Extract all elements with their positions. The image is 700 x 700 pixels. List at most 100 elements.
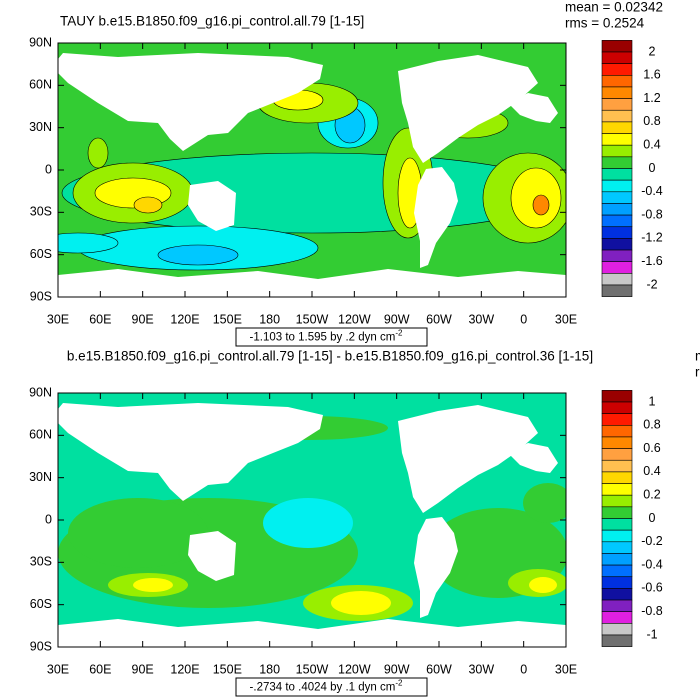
land-mask xyxy=(508,443,558,473)
colorbar-box xyxy=(601,448,633,461)
contour-region xyxy=(532,194,550,216)
colorbar-box xyxy=(601,168,633,181)
colorbar-box xyxy=(601,564,633,578)
colorbar-label: 0.4 xyxy=(643,464,660,478)
contour-region xyxy=(523,483,566,523)
contour-region xyxy=(331,591,391,615)
colorbar-box xyxy=(601,401,633,414)
subtitle-exponent: -2 xyxy=(395,329,403,338)
colorbar-label: -0.8 xyxy=(641,604,663,618)
colorbar-label: -2 xyxy=(646,277,657,291)
lat-label: 30S xyxy=(30,205,52,219)
colorbar-label: 0 xyxy=(649,161,656,175)
colorbar-box xyxy=(601,553,633,566)
colorbar-label: -0.4 xyxy=(641,184,663,198)
lon-label: 150E xyxy=(213,662,242,676)
lon-label: 150E xyxy=(213,312,242,326)
lat-label: 90N xyxy=(29,385,52,399)
mean-label: mean = 0.02342 xyxy=(565,0,663,15)
colorbar-box xyxy=(601,483,633,496)
subtitle: -.2734 to .4024 by .1 dyn cm-2 xyxy=(250,679,403,694)
colorbar-box xyxy=(601,576,633,589)
colorbar-label: 1.6 xyxy=(643,68,660,82)
colorbar-box xyxy=(601,390,633,403)
lon-label: 60E xyxy=(89,312,111,326)
lat-label: 90N xyxy=(29,35,52,49)
contour-field xyxy=(58,43,566,297)
colorbar-box xyxy=(601,40,633,53)
colorbar-label: -1 xyxy=(646,627,657,641)
colorbar-box xyxy=(601,144,633,158)
lat-label: 60N xyxy=(29,78,52,92)
lon-label: 180 xyxy=(259,312,280,326)
colorbar-label: 2 xyxy=(649,44,656,58)
colorbar-label: 0 xyxy=(649,511,656,525)
field xyxy=(58,393,566,647)
lat-label: 30N xyxy=(29,120,52,134)
land-mask xyxy=(58,53,323,151)
subtitle-exponent: -2 xyxy=(395,679,403,688)
contour-region xyxy=(263,498,353,548)
colorbar-box xyxy=(601,541,633,554)
contour-region xyxy=(157,244,239,266)
colorbar-label: -0.8 xyxy=(641,207,663,221)
colorbar-box xyxy=(601,191,633,204)
land-mask xyxy=(398,405,538,513)
colorbar-box xyxy=(601,156,633,169)
colorbar-label: -1.6 xyxy=(641,254,663,268)
colorbar-box xyxy=(601,436,633,449)
rms-label: rms = 0.2524 xyxy=(565,16,645,31)
colorbar-label: -1.2 xyxy=(641,231,663,245)
subtitle-text: -1.103 to 1.595 by .2 dyn cm xyxy=(250,332,396,344)
colorbar-box xyxy=(601,249,633,263)
subtitle: -1.103 to 1.595 by .2 dyn cm-2 xyxy=(250,329,403,344)
lat-label: 60N xyxy=(29,428,52,442)
colorbar-box xyxy=(601,214,633,228)
colorbar-box xyxy=(601,518,633,531)
land-mask xyxy=(398,55,538,163)
lon-label: 120E xyxy=(170,662,199,676)
colorbar-label: 0.4 xyxy=(643,137,660,151)
mean-label: mean = 0.01964 xyxy=(695,349,700,364)
colorbar-label: 0.2 xyxy=(643,487,660,501)
colorbar-box xyxy=(601,284,633,297)
panel-title: TAUY b.e15.B1850.f09_g16.pi_control.all.… xyxy=(60,14,364,29)
colorbar-box xyxy=(601,494,633,508)
colorbar-box xyxy=(601,63,633,76)
colorbar-box xyxy=(601,459,633,473)
lat-label: 0 xyxy=(45,162,52,176)
lat-label: 60S xyxy=(30,597,52,611)
lon-label: 150W xyxy=(296,662,329,676)
lon-label: 30E xyxy=(47,312,69,326)
subtitle-box xyxy=(235,327,428,347)
colorbar-box xyxy=(601,226,633,239)
contour-region xyxy=(529,577,557,593)
colorbar-label: 0.8 xyxy=(643,114,660,128)
subtitle-text: -.2734 to .4024 by .1 dyn cm xyxy=(250,682,396,694)
colorbar-box xyxy=(601,506,633,519)
contour-region xyxy=(58,232,119,254)
lon-label: 30E xyxy=(555,662,577,676)
colorbar-label: -0.4 xyxy=(641,557,663,571)
rms-label: rms = 0.06588 xyxy=(695,365,700,380)
subtitle-box xyxy=(235,677,428,697)
field xyxy=(58,43,566,297)
colorbar-label: 0.6 xyxy=(643,441,660,455)
land-mask xyxy=(414,517,458,618)
colorbar-box xyxy=(601,471,633,484)
contour-region xyxy=(133,196,163,214)
contour-region xyxy=(133,578,173,592)
contour-region xyxy=(68,498,208,568)
lon-label: 90E xyxy=(132,312,154,326)
colorbar-box xyxy=(601,634,633,647)
colorbar-box xyxy=(601,121,633,134)
lon-label: 30W xyxy=(468,662,494,676)
colorbar-box xyxy=(601,599,633,612)
panel-title: b.e15.B1850.f09_g16.pi_control.all.79 [1… xyxy=(67,349,593,364)
lat-label: 0 xyxy=(45,512,52,526)
colorbar-label: 1.2 xyxy=(643,91,660,105)
lon-label: 60E xyxy=(89,662,111,676)
contour-region xyxy=(87,137,109,169)
